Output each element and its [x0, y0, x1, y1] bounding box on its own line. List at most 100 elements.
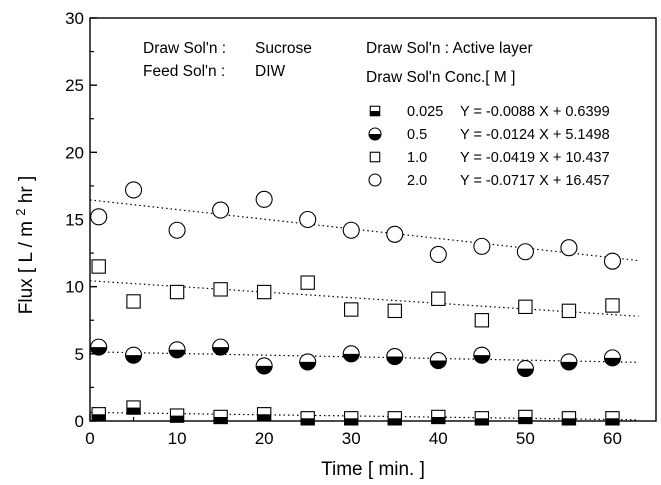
marker-outline — [342, 345, 360, 363]
marker-fill — [126, 407, 141, 415]
marker-outline — [124, 346, 143, 364]
marker-outline — [124, 181, 143, 199]
marker-outline — [429, 351, 447, 370]
marker-outline — [90, 338, 108, 356]
marker-outline — [386, 225, 404, 243]
legend-label: 2.0 — [407, 173, 427, 189]
concentration-title: Draw Sol'n Conc.[ M ] — [366, 69, 515, 86]
draw-solution-label: Draw Sol'n : — [143, 40, 226, 57]
marker-outline — [168, 221, 186, 239]
data-point-0.025 — [474, 411, 490, 426]
x-tick-label: 0 — [85, 429, 94, 448]
data-point-0.025 — [213, 409, 228, 425]
marker-outline — [561, 411, 577, 426]
data-point-2.0 — [124, 181, 143, 199]
marker-fill — [431, 416, 445, 424]
data-point-1.0 — [474, 313, 490, 328]
marker-outline — [605, 298, 620, 313]
legend-marker-0.5 — [368, 127, 382, 141]
marker-outline — [300, 411, 315, 426]
marker-fill — [256, 365, 273, 374]
data-point-0.5 — [168, 341, 186, 359]
marker-outline — [169, 284, 185, 300]
x-tick-label: 10 — [168, 429, 187, 448]
x-tick-label: 20 — [255, 429, 274, 448]
marker-fill — [604, 357, 621, 366]
data-point-2.0 — [603, 252, 622, 270]
legend-label: 1.0 — [407, 150, 427, 166]
marker-outline — [516, 243, 534, 261]
data-point-2.0 — [560, 239, 578, 257]
data-point-0.025 — [126, 400, 141, 415]
data-point-1.0 — [91, 259, 106, 274]
marker-outline — [474, 411, 490, 426]
marker-outline — [256, 407, 272, 422]
data-point-2.0 — [342, 221, 360, 239]
marker-outline — [168, 341, 186, 359]
x-tick-label: 60 — [603, 429, 622, 448]
y-tick-label: 15 — [65, 211, 84, 230]
y-axis-label-superscript: 2 — [13, 208, 28, 215]
marker-fill — [344, 418, 358, 425]
data-point-2.0 — [299, 210, 317, 229]
x-tick-label: 40 — [429, 429, 448, 448]
marker-fill — [301, 418, 315, 425]
y-tick-label: 0 — [75, 412, 84, 431]
legend-label: 0.025 — [407, 104, 443, 120]
marker-outline — [387, 411, 402, 426]
marker-fill — [299, 361, 316, 370]
data-point-0.5 — [386, 347, 404, 366]
marker-outline — [126, 294, 141, 309]
feed-solution-label: Feed Sol'n : — [143, 63, 225, 80]
marker-outline — [387, 303, 402, 319]
marker-outline — [299, 210, 317, 229]
y-tick-label: 5 — [75, 345, 84, 364]
marker-outline — [300, 275, 315, 290]
marker-outline — [342, 221, 360, 239]
marker-fill — [213, 416, 228, 424]
data-point-0.025 — [431, 409, 446, 425]
y-tick-label: 10 — [65, 278, 84, 297]
data-point-0.5 — [516, 360, 534, 378]
marker-fill — [475, 418, 489, 425]
marker-outline — [518, 409, 533, 425]
marker-outline — [344, 302, 359, 317]
marker-outline — [255, 357, 273, 375]
data-point-1.0 — [605, 298, 620, 313]
data-point-0.5 — [603, 349, 622, 367]
marker-fill — [430, 360, 447, 369]
legend-equation: Y = -0.0419 X + 10.437 — [460, 150, 610, 166]
marker-fill — [517, 368, 534, 377]
marker-outline — [213, 282, 228, 297]
x-tick-label: 30 — [342, 429, 361, 448]
data-point-2.0 — [168, 221, 186, 239]
marker-outline — [518, 299, 533, 315]
data-point-1.0 — [344, 302, 359, 317]
data-point-0.025 — [91, 407, 106, 422]
marker-fill — [388, 418, 402, 425]
data-point-1.0 — [169, 284, 185, 300]
marker-fill — [169, 349, 186, 358]
y-tick-label: 20 — [65, 143, 84, 162]
marker-fill — [560, 361, 577, 370]
fit-line-2.0 — [89, 199, 639, 262]
legend-equation: Y = -0.0717 X + 16.457 — [460, 173, 610, 189]
marker-outline — [299, 353, 317, 371]
data-point-0.5 — [473, 346, 491, 364]
marker-fill — [386, 356, 403, 365]
data-point-1.0 — [518, 299, 533, 315]
data-point-1.0 — [561, 303, 577, 319]
data-point-0.025 — [256, 407, 272, 422]
data-point-0.5 — [560, 353, 578, 371]
y-tick-label: 25 — [65, 76, 84, 95]
legend: 0.025 Y = -0.0088 X + 0.6399 0.5 Y = -0.012… — [368, 104, 610, 189]
data-point-2.0 — [255, 190, 273, 208]
data-point-2.0 — [473, 237, 491, 255]
data-point-1.0 — [387, 303, 402, 319]
marker-outline — [560, 353, 578, 371]
marker-outline — [255, 190, 273, 208]
marker-outline — [126, 400, 141, 415]
data-point-1.0 — [300, 275, 315, 290]
x-tick-label: 50 — [516, 429, 535, 448]
marker-fill — [92, 414, 106, 421]
